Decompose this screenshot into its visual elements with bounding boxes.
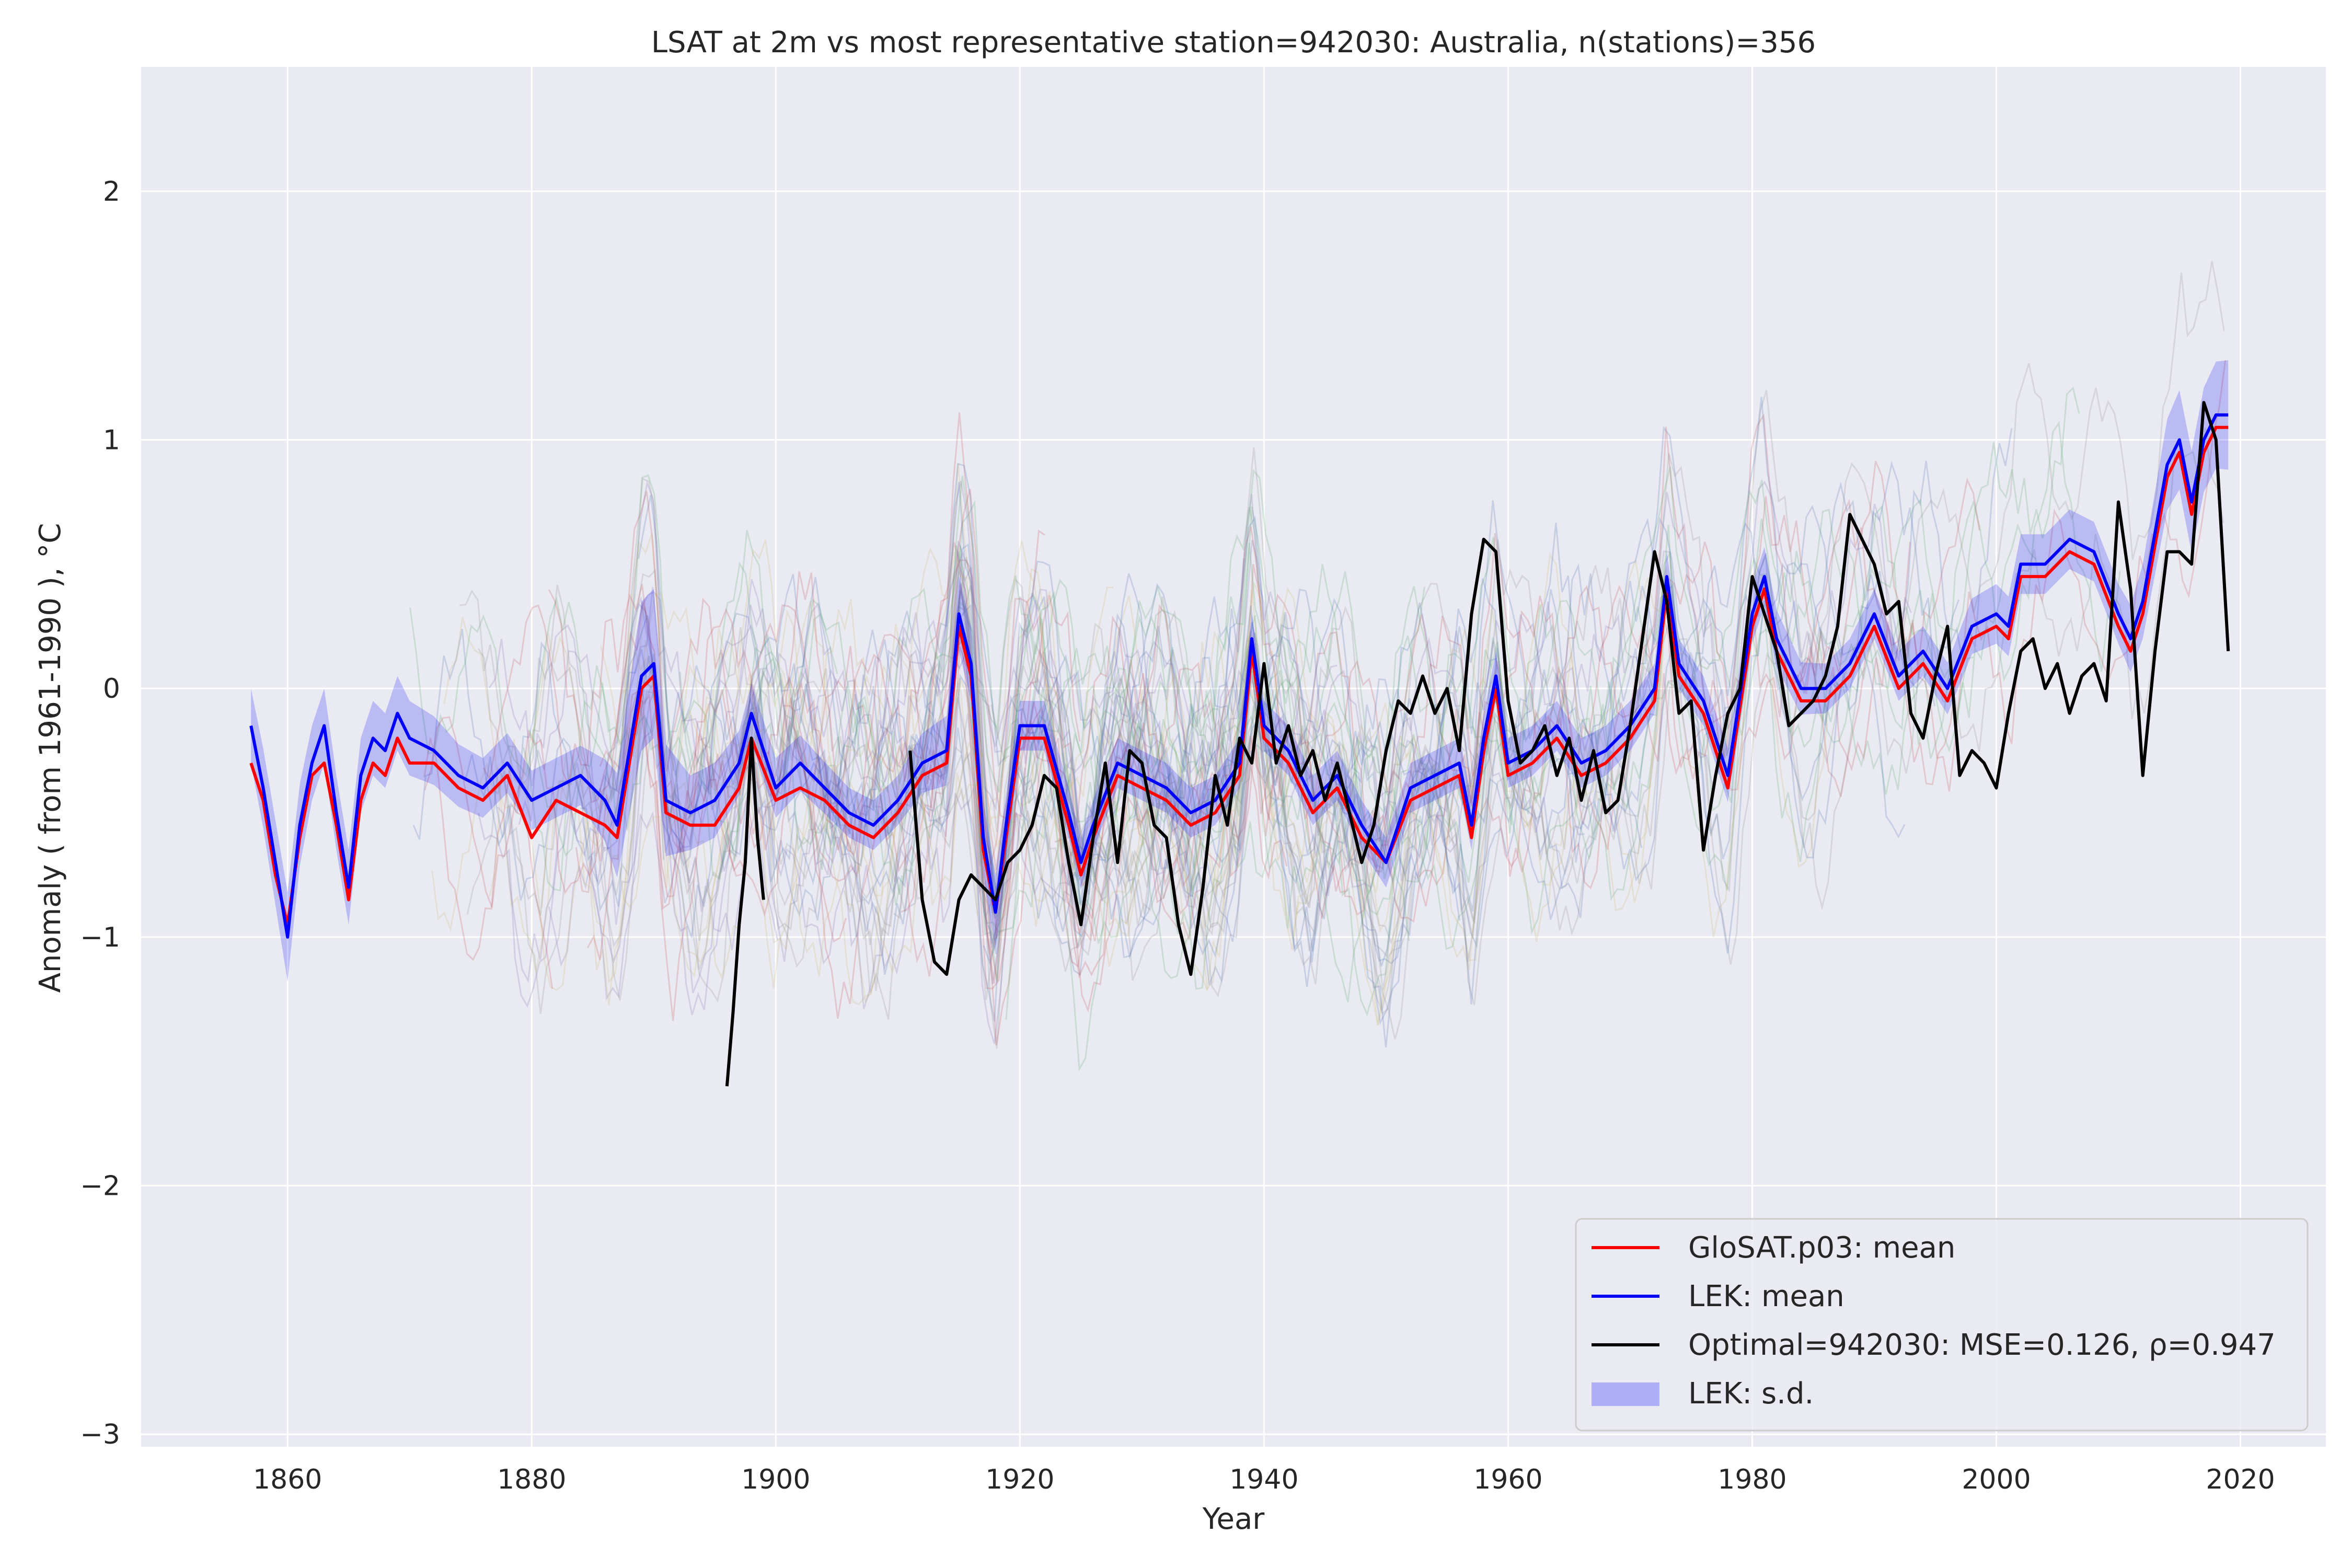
station-trace	[990, 261, 2225, 842]
legend-label-sd: LEK: s.d.	[1688, 1377, 1814, 1411]
station-trace	[880, 524, 1974, 917]
legend-label-optimal: Optimal=942030: MSE=0.126, ρ=0.947	[1688, 1328, 2276, 1362]
station-trace	[482, 412, 1045, 871]
x-tick-label: 1960	[1473, 1464, 1542, 1495]
station-trace	[1005, 687, 1410, 1072]
station-trace	[949, 500, 1446, 825]
station-trace	[856, 582, 1292, 897]
station-trace	[721, 653, 1632, 954]
station-trace	[497, 705, 1078, 1009]
y-tick-label: −2	[80, 1171, 120, 1202]
x-tick-label: 1880	[497, 1464, 566, 1495]
x-tick-label: 2000	[1962, 1464, 2031, 1495]
station-trace	[965, 637, 1364, 929]
series-lines	[249, 401, 2230, 1087]
station-trace	[599, 540, 1114, 831]
y-tick-label: 0	[103, 673, 120, 705]
x-tick-label: 2020	[2206, 1464, 2275, 1495]
station-trace	[679, 469, 1425, 847]
optimal-station-line	[908, 401, 2230, 976]
grid	[141, 67, 2326, 1447]
station-trace	[409, 474, 838, 820]
station-trace	[528, 545, 1513, 936]
station-trace	[983, 671, 1460, 1025]
station-trace	[1028, 518, 2037, 916]
x-tick-label: 1860	[253, 1464, 322, 1495]
station-trace	[737, 460, 1960, 902]
station-trace	[621, 650, 898, 803]
station-trace	[944, 628, 1392, 984]
station-trace	[1049, 571, 1935, 905]
station-trace	[901, 360, 2227, 989]
station-trace	[866, 493, 1338, 807]
y-tick-label: 1	[103, 425, 120, 456]
legend-label-glosat: GloSAT.p03: mean	[1688, 1231, 1955, 1265]
optimal-station-line	[725, 736, 765, 1087]
station-trace	[466, 652, 1866, 1040]
station-trace	[721, 420, 2121, 983]
station-trace	[699, 552, 1585, 985]
station-trace	[1054, 764, 1288, 979]
station-trace	[412, 603, 665, 860]
station-trace	[638, 397, 2013, 869]
station-trace	[477, 688, 778, 1016]
station-trace	[423, 738, 554, 989]
station-trace	[1106, 428, 2224, 959]
plot-area	[141, 67, 2326, 1447]
station-trace	[459, 477, 674, 812]
y-tick-label: 2	[103, 176, 120, 207]
station-trace	[580, 604, 1259, 909]
x-tick-label: 1920	[985, 1464, 1054, 1495]
station-trace	[548, 489, 1081, 857]
station-trace	[523, 633, 903, 906]
x-tick-label: 1980	[1717, 1464, 1786, 1495]
legend-box	[1575, 1218, 2309, 1432]
station-trace	[680, 632, 1591, 1015]
station-trace	[925, 386, 2080, 818]
station-trace	[488, 480, 1912, 829]
y-tick-label: −1	[80, 922, 120, 953]
station-trace	[1062, 506, 1295, 833]
station-trace	[893, 679, 1675, 1010]
station-trace	[843, 590, 1144, 1049]
station-trace	[616, 482, 1832, 918]
tick-labels: 1860 1880 1900 1920 1940 1960 1980 2000 2020 −3 −2…	[80, 176, 2275, 1495]
chart-title: LSAT at 2m vs most representative statio…	[651, 26, 1816, 60]
station-trace	[599, 559, 1205, 939]
station-trace	[489, 678, 979, 991]
legend-swatch-sd	[1592, 1382, 1659, 1406]
x-tick-label: 1900	[741, 1464, 810, 1495]
lek-mean-line	[249, 413, 2229, 939]
station-trace	[988, 582, 1930, 1017]
station-trace	[991, 608, 1597, 918]
y-axis-label: Anomaly ( from 1961-1990 ), °C	[33, 523, 67, 993]
station-trace	[621, 551, 965, 791]
x-axis-label: Year	[1202, 1502, 1265, 1536]
station-trace	[1140, 413, 1911, 843]
station-trace	[670, 463, 1679, 946]
x-tick-label: 1940	[1229, 1464, 1298, 1495]
y-tick-label: −3	[80, 1419, 120, 1450]
station-trace	[1090, 558, 1245, 789]
station-trace	[431, 582, 1684, 1025]
station-trace	[477, 557, 1010, 833]
station-trace	[548, 697, 1026, 1044]
station-trace	[783, 460, 1980, 866]
legend: GloSAT.p03: mean LEK: mean Optimal=94203…	[1575, 1218, 2309, 1432]
glosat-mean-line	[249, 425, 2229, 927]
station-trace	[597, 540, 1466, 909]
station-trace	[424, 690, 847, 943]
legend-label-lek: LEK: mean	[1688, 1279, 1844, 1313]
